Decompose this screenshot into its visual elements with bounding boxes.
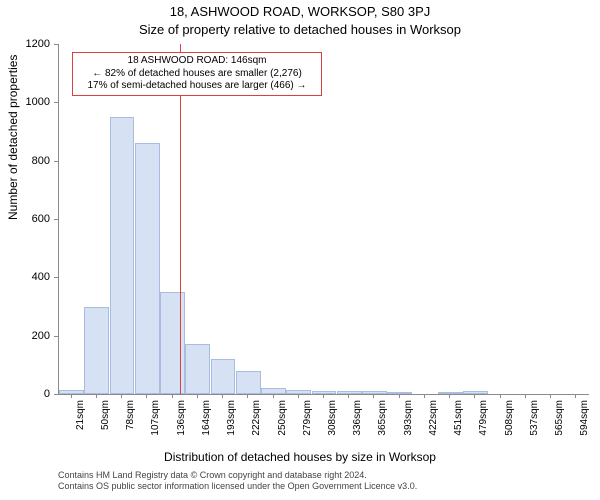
x-tick-mark	[298, 394, 299, 398]
histogram-bar	[362, 391, 387, 394]
histogram-bar	[110, 117, 135, 394]
histogram-bar	[387, 392, 412, 394]
x-tick-label: 50sqm	[100, 400, 111, 450]
y-tick-label: 0	[12, 388, 50, 400]
x-tick-label: 193sqm	[226, 400, 237, 450]
histogram-bar	[135, 143, 160, 394]
x-tick-mark	[449, 394, 450, 398]
histogram-bar	[286, 390, 311, 394]
y-tick-mark	[54, 277, 58, 278]
x-tick-label: 365sqm	[377, 400, 388, 450]
x-tick-label: 78sqm	[125, 400, 136, 450]
x-tick-mark	[399, 394, 400, 398]
attribution-text: Contains HM Land Registry data © Crown c…	[58, 470, 417, 492]
x-tick-mark	[424, 394, 425, 398]
chart-address-title: 18, ASHWOOD ROAD, WORKSOP, S80 3PJ	[0, 4, 600, 19]
x-tick-label: 279sqm	[302, 400, 313, 450]
y-tick-label: 400	[12, 271, 50, 283]
y-tick-mark	[54, 44, 58, 45]
x-tick-mark	[172, 394, 173, 398]
x-tick-mark	[247, 394, 248, 398]
y-tick-mark	[54, 336, 58, 337]
x-tick-label: 479sqm	[478, 400, 489, 450]
y-tick-mark	[54, 161, 58, 162]
x-tick-label: 222sqm	[251, 400, 262, 450]
histogram-bar	[84, 307, 109, 395]
x-tick-label: 565sqm	[554, 400, 565, 450]
x-tick-label: 336sqm	[352, 400, 363, 450]
x-tick-mark	[96, 394, 97, 398]
x-tick-mark	[222, 394, 223, 398]
histogram-bar	[211, 359, 236, 394]
y-tick-label: 600	[12, 213, 50, 225]
annotation-box: 18 ASHWOOD ROAD: 146sqm ← 82% of detache…	[72, 52, 322, 96]
y-axis-label: Number of detached properties	[6, 55, 20, 220]
x-tick-mark	[273, 394, 274, 398]
x-tick-label: 508sqm	[504, 400, 515, 450]
chart-subtitle: Size of property relative to detached ho…	[0, 22, 600, 37]
x-tick-label: 107sqm	[150, 400, 161, 450]
x-tick-mark	[525, 394, 526, 398]
y-tick-label: 800	[12, 155, 50, 167]
x-tick-mark	[146, 394, 147, 398]
chart-container: 18, ASHWOOD ROAD, WORKSOP, S80 3PJ Size …	[0, 0, 600, 500]
annotation-line-3: 17% of semi-detached houses are larger (…	[77, 80, 317, 93]
x-tick-label: 537sqm	[529, 400, 540, 450]
histogram-bar	[261, 388, 286, 394]
x-tick-mark	[348, 394, 349, 398]
y-tick-mark	[54, 102, 58, 103]
annotation-line-1: 18 ASHWOOD ROAD: 146sqm	[77, 55, 317, 68]
x-tick-label: 164sqm	[201, 400, 212, 450]
x-tick-label: 594sqm	[579, 400, 590, 450]
y-tick-label: 1000	[12, 96, 50, 108]
y-tick-mark	[54, 219, 58, 220]
x-tick-mark	[474, 394, 475, 398]
x-tick-label: 250sqm	[277, 400, 288, 450]
y-tick-mark	[54, 394, 58, 395]
histogram-bar	[185, 344, 210, 394]
x-tick-label: 422sqm	[428, 400, 439, 450]
x-tick-mark	[550, 394, 551, 398]
x-tick-mark	[373, 394, 374, 398]
x-tick-label: 451sqm	[453, 400, 464, 450]
x-tick-mark	[71, 394, 72, 398]
x-tick-mark	[323, 394, 324, 398]
annotation-line-2: ← 82% of detached houses are smaller (2,…	[77, 68, 317, 81]
x-tick-label: 136sqm	[176, 400, 187, 450]
histogram-bar	[236, 371, 261, 394]
attribution-line-1: Contains HM Land Registry data © Crown c…	[58, 470, 417, 481]
x-tick-label: 21sqm	[75, 400, 86, 450]
y-tick-label: 200	[12, 330, 50, 342]
x-tick-mark	[575, 394, 576, 398]
histogram-bar	[160, 292, 185, 394]
x-tick-label: 308sqm	[327, 400, 338, 450]
x-tick-mark	[197, 394, 198, 398]
x-tick-mark	[500, 394, 501, 398]
x-tick-label: 393sqm	[403, 400, 414, 450]
y-tick-label: 1200	[12, 38, 50, 50]
x-axis-label: Distribution of detached houses by size …	[0, 450, 600, 464]
plot-area	[58, 44, 589, 395]
x-tick-mark	[121, 394, 122, 398]
histogram-bar	[59, 390, 84, 394]
reference-line	[180, 44, 181, 394]
attribution-line-2: Contains OS public sector information li…	[58, 481, 417, 492]
